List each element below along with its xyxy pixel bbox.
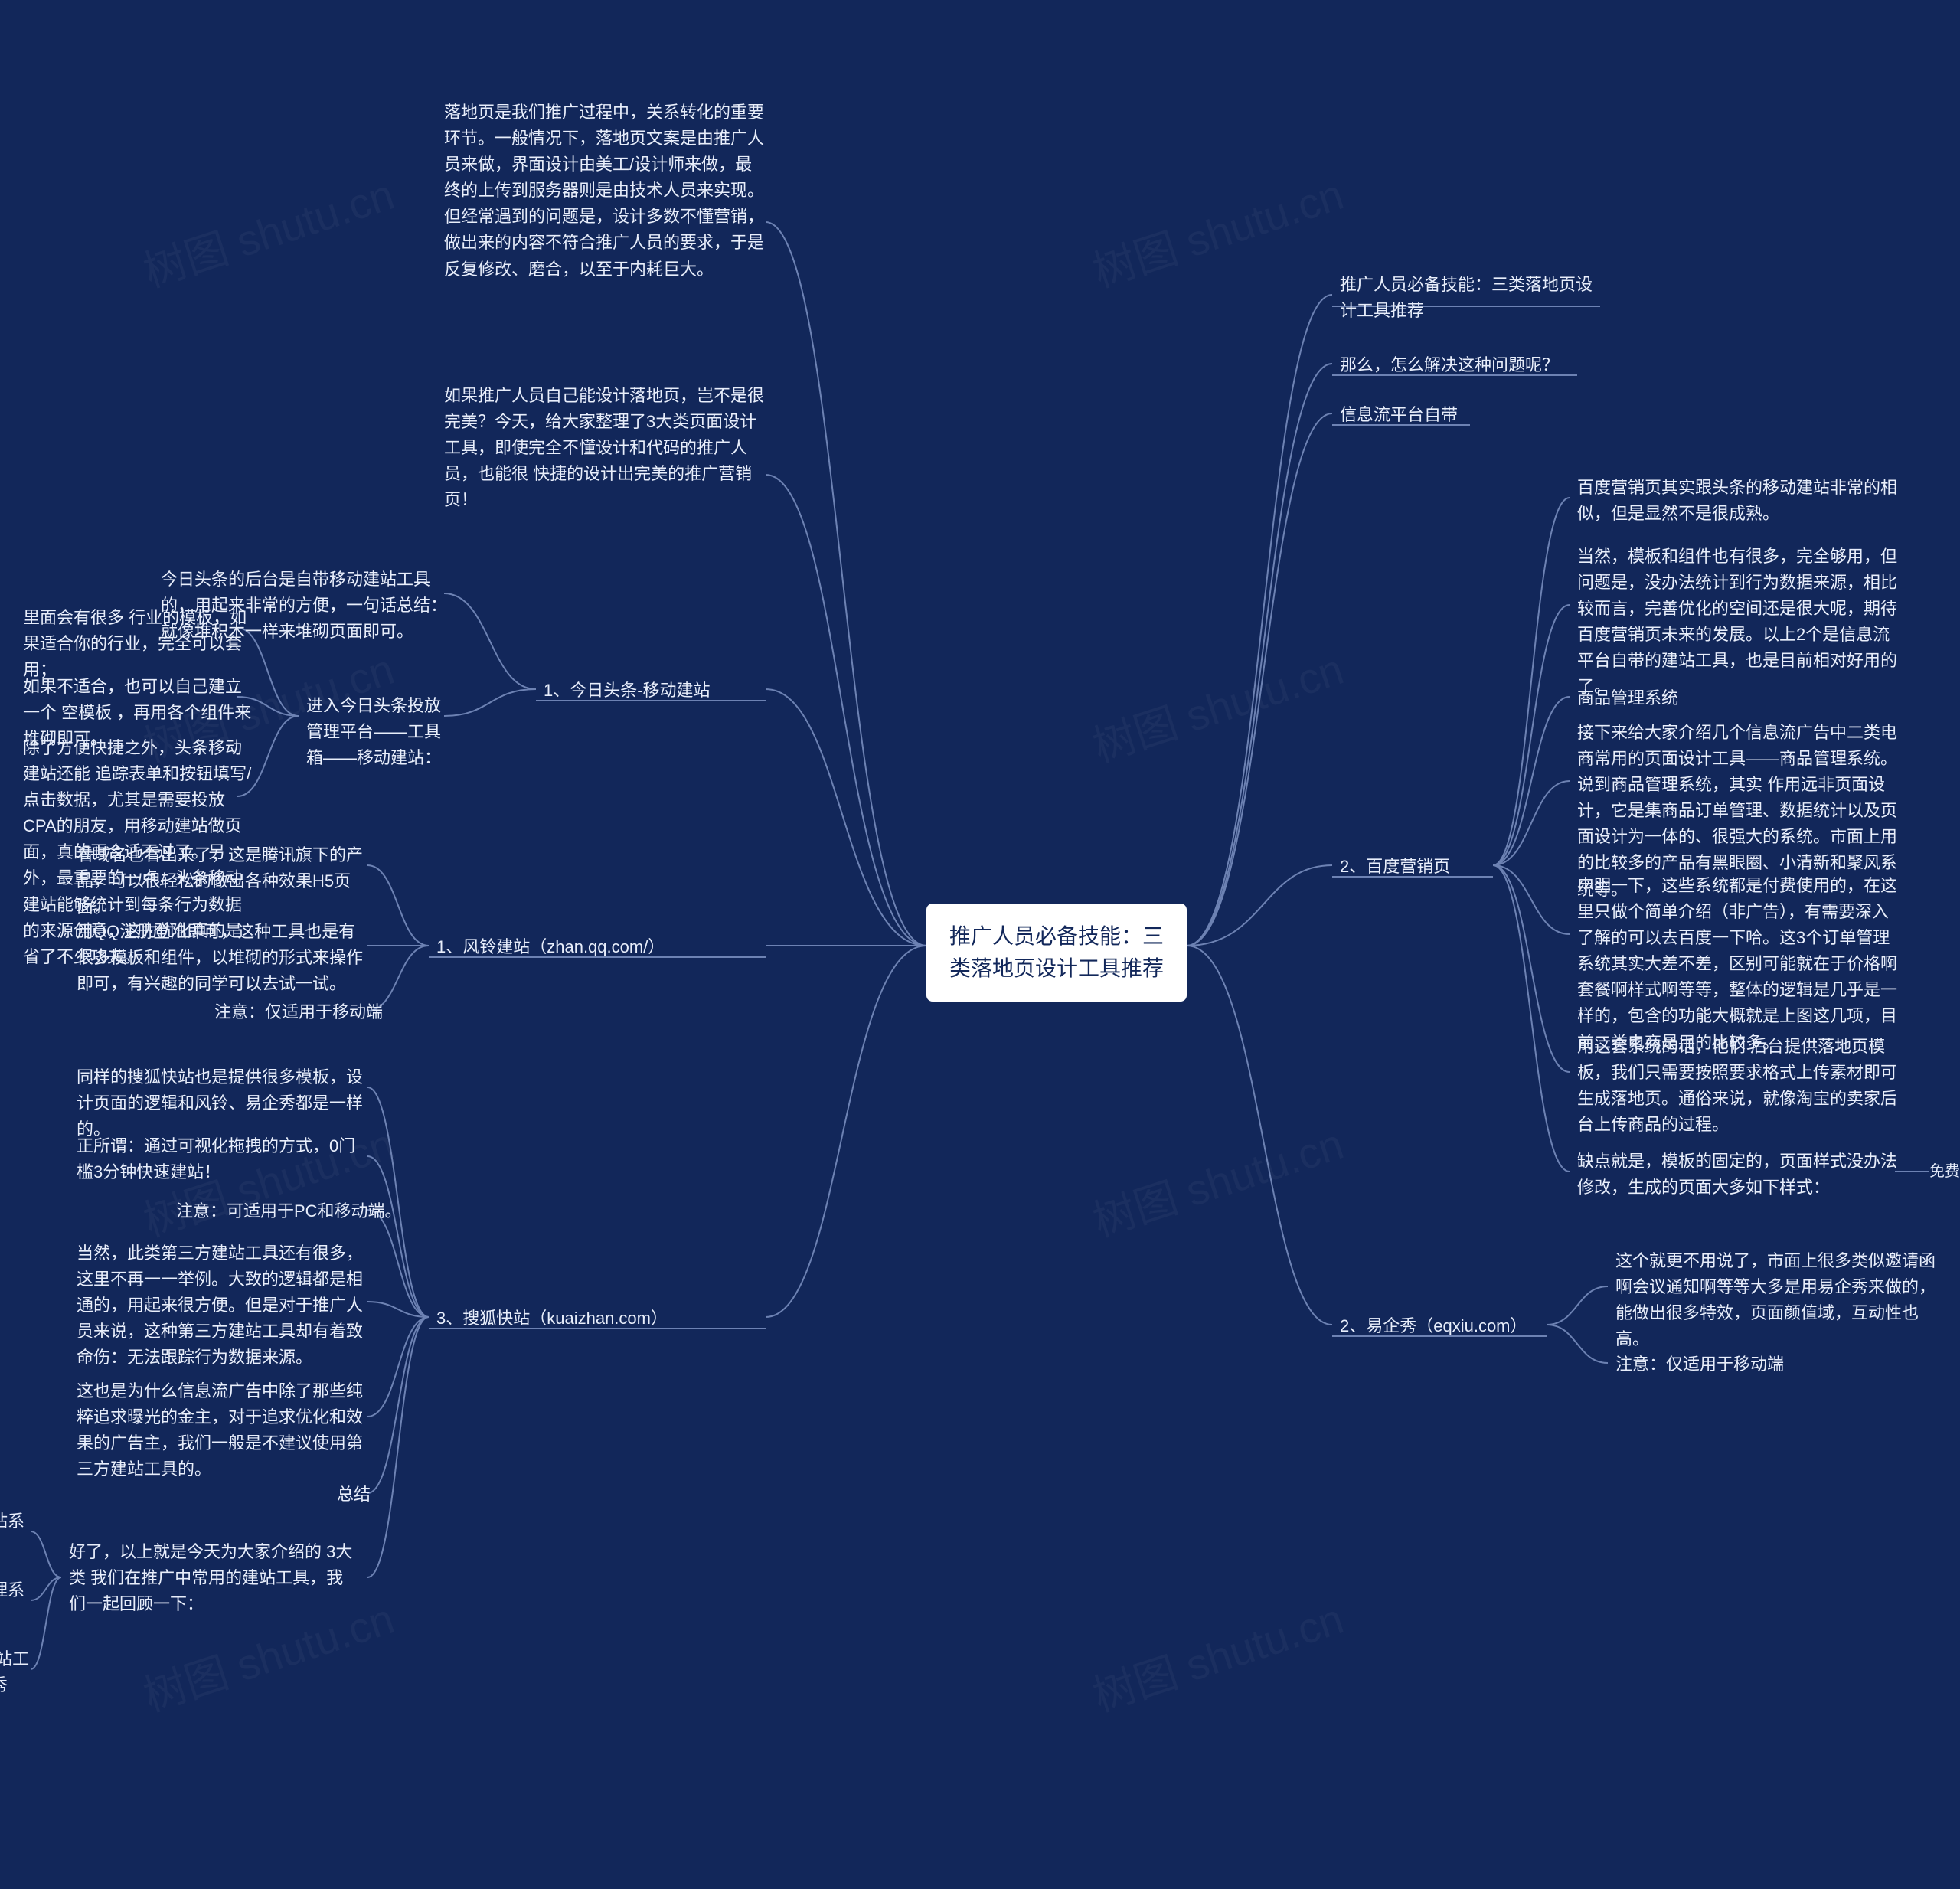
kuaizhan-k2: 正所谓：通过可视化拖拽的方式，0门槛3分钟快速建站！ [77,1133,368,1185]
right-r3: 信息流平台自带 [1340,402,1458,428]
baidu-b5: 申明一下，这些系统都是付费使用的，在这里只做个简单介绍（非广告），有需要深入了解… [1577,873,1899,1056]
right-r2: 那么，怎么解决这种问题呢？ [1340,352,1559,378]
kuaizhan-k4: 当然，此类第三方建站工具还有很多，这里不再一一举例。大致的逻辑都是相通的，用起来… [77,1240,368,1371]
right-r1: 推广人员必备技能：三类落地页设计工具推荐 [1340,272,1600,324]
baidu-b2: 当然，模板和组件也有很多，完全够用，但问题是，没办法统计到行为数据来源，相比较而… [1577,544,1899,701]
baidu-b7: 缺点就是，模板的固定的，页面样式没办法修改，生成的页面大多如下样式： [1577,1149,1899,1201]
fengling-f2: 用QQ注册登陆即可，这种工具也是有很多模板和组件，以堆砌的形式来操作即可，有兴趣… [77,919,368,997]
watermark: 树图 shutu.cn [135,161,401,300]
eqxiu-e2: 注意：仅适用于移动端 [1615,1351,1784,1378]
intro-p1: 落地页是我们推广过程中，关系转化的重要环节。一般情况下，落地页文案是由推广人员来… [444,100,766,283]
baidu-b3: 商品管理系统 [1577,685,1678,711]
kuaizhan-k1: 同样的搜狐快站也是提供很多模板，设计页面的逻辑和风铃、易企秀都是一样的。 [77,1064,368,1142]
kuaizhan-k5: 这也是为什么信息流广告中除了那些纯粹追求曝光的金主，对于追求优化和效果的广告主，… [77,1378,368,1482]
kuaizhan-k7: 好了，以上就是今天为大家介绍的 3大类 我们在推广中常用的建站工具，我们一起回顾… [69,1539,360,1617]
baidu-title: 2、百度营销页 [1340,854,1450,880]
toutiao-t2: 进入今日头条投放管理平台——工具箱——移动建站： [306,693,444,771]
watermark: 树图 shutu.cn [1084,636,1351,775]
fengling-f1: 看域名也看出来了，这是腾讯旗下的产品，可以很轻松的做出各种效果H5页面。 [77,842,368,920]
kuaizhan-k7c: 第三类：能做出很多H5特效的建站工具（腾讯风铃、搜狐快站、易企秀等）。 [0,1646,31,1724]
root-node: 推广人员必备技能：三类落地页设计工具推荐 [926,904,1187,1002]
toutiao-title: 1、今日头条-移动建站 [544,678,710,704]
fengling-title: 1、风铃建站（zhan.qq.com/） [436,934,665,960]
baidu-b1: 百度营销页其实跟头条的移动建站非常的相似，但是显然不是很成熟。 [1577,475,1899,527]
eqxiu-title: 2、易企秀（eqxiu.com） [1340,1313,1527,1339]
kuaizhan-k6: 总结 [337,1482,371,1508]
watermark: 树图 shutu.cn [1084,161,1351,300]
baidu-b6: 用这套系统的话，他们 后台提供落地页模板，我们只需要按照要求格式上传素材即可生成… [1577,1034,1899,1138]
kuaizhan-k7a: 第一类：广告平台自带的移动建站系统（今日头条、百度信息流等）； [0,1508,31,1561]
intro-p2: 如果推广人员自己能设计落地页，岂不是很完美？今天，给大家整理了3大类页面设计工具… [444,383,766,513]
watermark: 树图 shutu.cn [1084,1110,1351,1250]
toutiao-t2a: 里面会有很多 行业的模板，如果适合你的行业，完全可以套用； [23,605,253,683]
kuaizhan-title: 3、搜狐快站（kuaizhan.com） [436,1306,668,1332]
kuaizhan-k7b: 第二类：二类电商常用的商品管理系统（黑眼圈、小清新、聚风等）； [0,1577,31,1629]
kuaizhan-k3: 注意：可适用于PC和移动端。 [176,1198,467,1224]
watermark: 树图 shutu.cn [1084,1585,1351,1724]
eqxiu-e1: 这个就更不用说了，市面上很多类似邀请函啊会议通知啊等等大多是用易企秀来做的，能做… [1615,1248,1937,1352]
baidu-b7-tail: 免费的第三方建站工具 [1929,1160,1960,1184]
fengling-f3: 注意：仅适用于移动端 [214,999,505,1025]
